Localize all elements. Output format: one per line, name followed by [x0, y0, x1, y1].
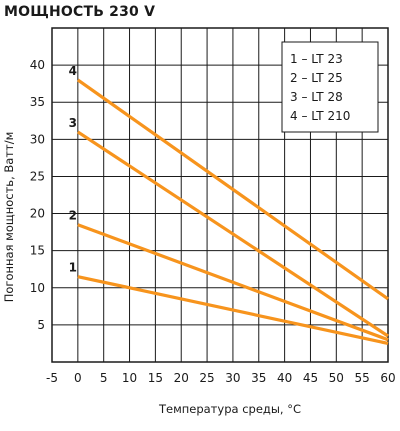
plot-frame [51, 27, 389, 363]
chart-title: МОЩНОСТЬ 230 V [4, 4, 156, 20]
y-tick-labels: 5 10 15 20 25 30 35 40 [30, 58, 45, 332]
x-tick-label: 0 [74, 371, 82, 385]
x-tick-label: 10 [122, 371, 137, 385]
series-line-3 [76, 130, 389, 338]
x-tick-label: 25 [199, 371, 214, 385]
series-line-1 [77, 275, 389, 346]
legend-entry: 2 – LT 25 [290, 71, 343, 85]
x-tick-label: 15 [148, 371, 163, 385]
series-label-3: 3 [69, 116, 77, 130]
x-tick-label: 40 [277, 371, 292, 385]
y-tick-label: 40 [30, 58, 45, 72]
x-tick-label: 35 [251, 371, 266, 385]
series-label-4: 4 [69, 64, 77, 78]
y-tick-label: 10 [30, 281, 45, 295]
x-tick-label: 30 [225, 371, 240, 385]
y-tick-label: 20 [30, 207, 45, 221]
x-tick-label: 55 [355, 371, 370, 385]
series-line-4 [76, 78, 389, 301]
legend: 1 – LT 23 2 – LT 25 3 – LT 28 4 – LT 210 [281, 41, 379, 133]
x-tick-labels: -5 0 5 10 15 20 25 30 35 40 45 50 55 60 [46, 371, 396, 385]
y-tick-label: 5 [37, 318, 45, 332]
legend-entry: 4 – LT 210 [290, 109, 350, 123]
x-tick-label: 50 [329, 371, 344, 385]
x-tick-label: 5 [100, 371, 108, 385]
x-tick-label: -5 [46, 371, 58, 385]
y-tick-label: 30 [30, 132, 45, 146]
series-label-1: 1 [69, 261, 77, 275]
legend-entry: 3 – LT 28 [290, 90, 343, 104]
x-tick-label: 45 [303, 371, 318, 385]
plot-border [51, 27, 389, 363]
y-tick-label: 25 [30, 169, 45, 183]
legend-entry: 1 – LT 23 [290, 52, 343, 66]
x-tick-label: 60 [380, 371, 395, 385]
y-axis-title: Погонная мощность, Ватт/м [2, 132, 16, 303]
series-lines [76, 78, 389, 346]
y-tick-label: 15 [30, 244, 45, 258]
y-tick-label: 35 [30, 95, 45, 109]
series-labels: 1 2 3 4 [69, 64, 77, 275]
legend-box [281, 41, 379, 133]
series-label-2: 2 [69, 209, 77, 223]
x-axis-title: Температура среды, °С [158, 402, 301, 416]
x-tick-label: 20 [174, 371, 189, 385]
series-line-2 [77, 223, 389, 342]
